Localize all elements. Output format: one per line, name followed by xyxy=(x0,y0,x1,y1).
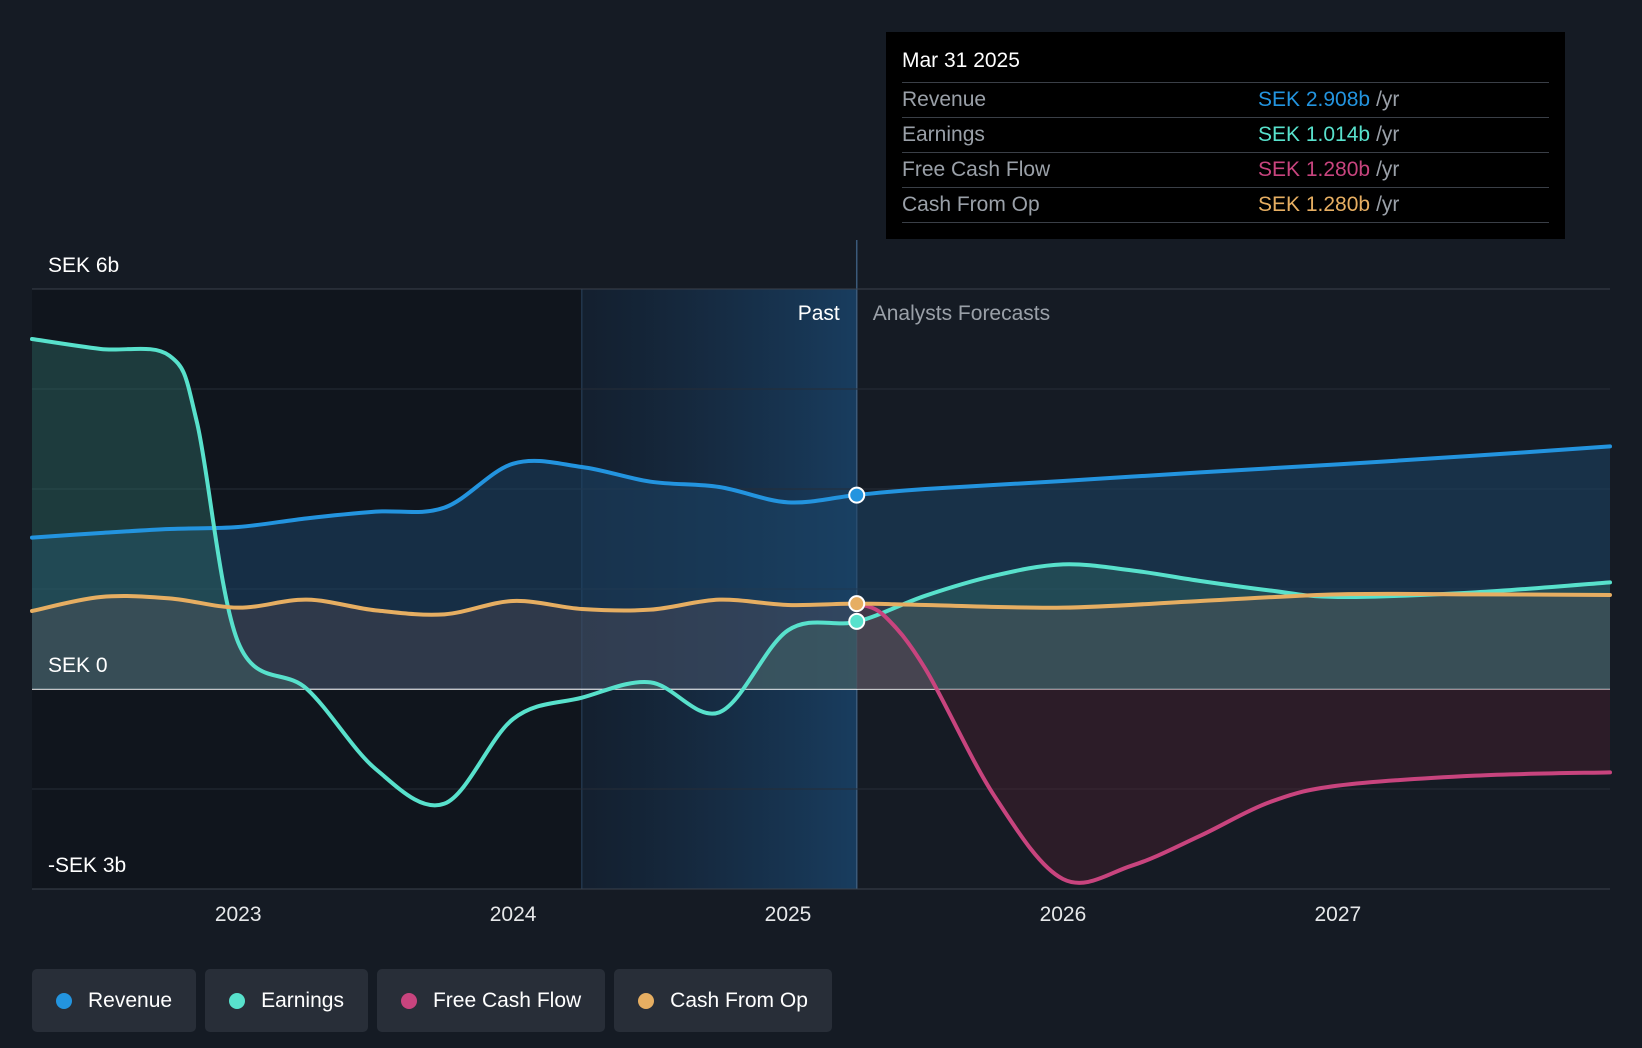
x-tick-label: 2023 xyxy=(215,903,262,926)
y-label-bottom: -SEK 3b xyxy=(48,854,126,877)
tooltip-unit: /yr xyxy=(1376,88,1400,111)
free-cash-flow-line xyxy=(854,601,1612,885)
legend-label: Earnings xyxy=(261,988,344,1012)
cash-from-op-line xyxy=(30,591,1612,617)
tooltip-value: SEK 1.014b xyxy=(1258,123,1371,146)
legend-dot-icon xyxy=(229,992,246,1009)
y-label-zero: SEK 0 xyxy=(48,654,108,677)
tooltip-label: Free Cash Flow xyxy=(902,158,1051,181)
legend-item-earnings[interactable]: Earnings xyxy=(205,969,368,1032)
tooltip-value: SEK 1.280b xyxy=(1258,158,1371,181)
forecast-label: Analysts Forecasts xyxy=(873,302,1050,325)
revenue-marker xyxy=(848,486,866,504)
legend-item-cash-from-op[interactable]: Cash From Op xyxy=(614,969,832,1032)
revenue-line xyxy=(30,444,1612,540)
legend-item-revenue[interactable]: Revenue xyxy=(32,969,197,1032)
x-tick-label: 2025 xyxy=(765,903,812,926)
legend-label: Revenue xyxy=(88,988,173,1012)
tooltip-label: Revenue xyxy=(902,88,987,111)
free-cash-flow-area-negative xyxy=(856,689,1610,883)
x-tick-label: 2027 xyxy=(1314,903,1361,926)
tooltip-date: Mar 31 2025 xyxy=(902,49,1020,72)
past-label: Past xyxy=(798,302,840,325)
tooltip-unit: /yr xyxy=(1376,123,1400,146)
legend-dot-icon xyxy=(56,992,72,1009)
legend-label: Free Cash Flow xyxy=(432,988,582,1012)
legend: Revenue Earnings Free Cash Flow Cash Fro… xyxy=(32,969,832,1032)
tooltip-row-free-cash-flow: Free Cash Flow SEK 1.280b /yr xyxy=(902,152,1549,187)
tooltip-value: SEK 1.280b xyxy=(1258,193,1371,216)
tooltip-row-cash-from-op: Cash From Op SEK 1.280b /yr xyxy=(902,187,1549,223)
y-label-top: SEK 6b xyxy=(48,254,119,277)
x-tick-label: 2024 xyxy=(490,903,537,926)
tooltip-row-revenue: Revenue SEK 2.908b /yr xyxy=(902,82,1549,117)
x-tick-label: 2026 xyxy=(1040,903,1087,926)
legend-item-free-cash-flow[interactable]: Free Cash Flow xyxy=(376,969,606,1032)
tooltip-unit: /yr xyxy=(1376,193,1400,216)
legend-dot-icon xyxy=(638,992,655,1009)
cash-from-op-area-positive xyxy=(32,593,1610,689)
earnings-line xyxy=(30,337,1612,808)
tooltip-label: Cash From Op xyxy=(902,193,1040,216)
tooltip-label: Earnings xyxy=(902,123,985,146)
tooltip: Mar 31 2025 Revenue SEK 2.908b /yr Earni… xyxy=(886,32,1565,239)
legend-label: Cash From Op xyxy=(670,988,808,1012)
tooltip-row-earnings: Earnings SEK 1.014b /yr xyxy=(902,117,1549,152)
earnings-marker xyxy=(848,612,866,630)
tooltip-unit: /yr xyxy=(1376,158,1400,181)
cash-from-op-marker xyxy=(848,595,866,613)
tooltip-value: SEK 2.908b xyxy=(1258,88,1371,111)
revenue-area-positive xyxy=(32,446,1610,689)
legend-dot-icon xyxy=(400,992,417,1009)
